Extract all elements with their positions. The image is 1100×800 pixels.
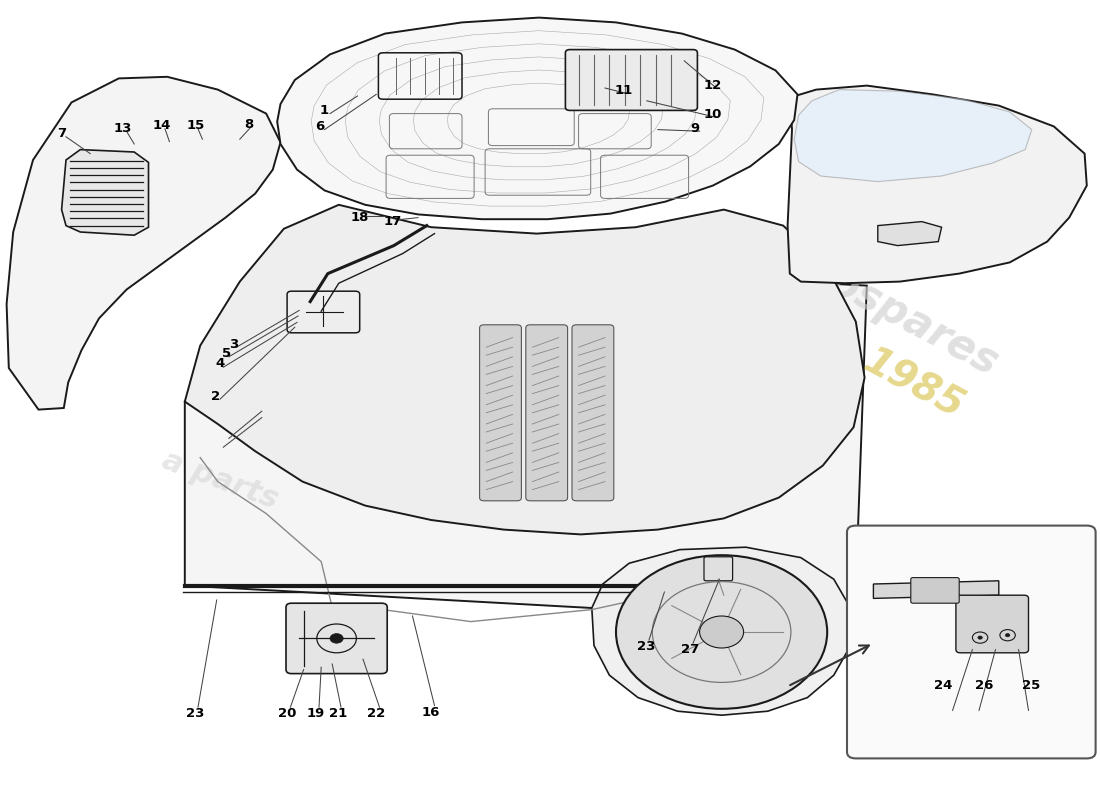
Circle shape	[700, 616, 744, 648]
Text: 8: 8	[244, 118, 253, 130]
Text: 4: 4	[216, 358, 224, 370]
Text: 16: 16	[422, 706, 440, 718]
FancyBboxPatch shape	[956, 595, 1028, 653]
Text: 17: 17	[384, 215, 402, 228]
Text: 23: 23	[186, 707, 204, 720]
Polygon shape	[7, 77, 280, 410]
Polygon shape	[185, 205, 865, 534]
Polygon shape	[794, 90, 1032, 182]
Text: 25: 25	[1022, 679, 1040, 692]
FancyBboxPatch shape	[572, 325, 614, 501]
FancyBboxPatch shape	[911, 578, 959, 603]
Polygon shape	[873, 581, 999, 598]
FancyBboxPatch shape	[286, 603, 387, 674]
Polygon shape	[62, 150, 149, 235]
FancyBboxPatch shape	[526, 325, 568, 501]
Text: 23: 23	[637, 640, 654, 653]
FancyBboxPatch shape	[847, 526, 1096, 758]
Text: 15: 15	[187, 119, 205, 132]
Text: 9: 9	[691, 122, 700, 134]
Text: 3: 3	[229, 338, 238, 350]
Text: 14: 14	[153, 119, 170, 132]
Circle shape	[978, 636, 982, 639]
Polygon shape	[185, 282, 867, 710]
Text: 26: 26	[976, 679, 993, 692]
Text: 19: 19	[307, 707, 324, 720]
Text: 11: 11	[615, 84, 632, 97]
Text: 2: 2	[211, 390, 220, 402]
Text: 10: 10	[704, 108, 722, 121]
Circle shape	[330, 634, 343, 643]
FancyBboxPatch shape	[480, 325, 521, 501]
Text: 21: 21	[329, 707, 346, 720]
Text: 1: 1	[320, 104, 329, 117]
Text: 12: 12	[704, 79, 722, 92]
Text: 5: 5	[222, 347, 231, 360]
Polygon shape	[277, 18, 798, 219]
Polygon shape	[788, 86, 1087, 283]
Text: a parts: a parts	[158, 446, 282, 514]
Circle shape	[616, 555, 827, 709]
Text: 6: 6	[316, 120, 324, 133]
FancyBboxPatch shape	[565, 50, 697, 110]
Text: 27: 27	[681, 643, 698, 656]
Circle shape	[1005, 634, 1010, 637]
Polygon shape	[878, 222, 942, 246]
Text: 20: 20	[278, 707, 296, 720]
Text: 18: 18	[351, 211, 369, 224]
Text: 13: 13	[114, 122, 132, 134]
Text: 22: 22	[367, 707, 385, 720]
Text: 24: 24	[934, 679, 952, 692]
Text: eurospares: eurospares	[754, 224, 1007, 384]
Text: 1985: 1985	[857, 342, 969, 426]
Polygon shape	[592, 547, 851, 715]
Text: 7: 7	[57, 127, 66, 140]
